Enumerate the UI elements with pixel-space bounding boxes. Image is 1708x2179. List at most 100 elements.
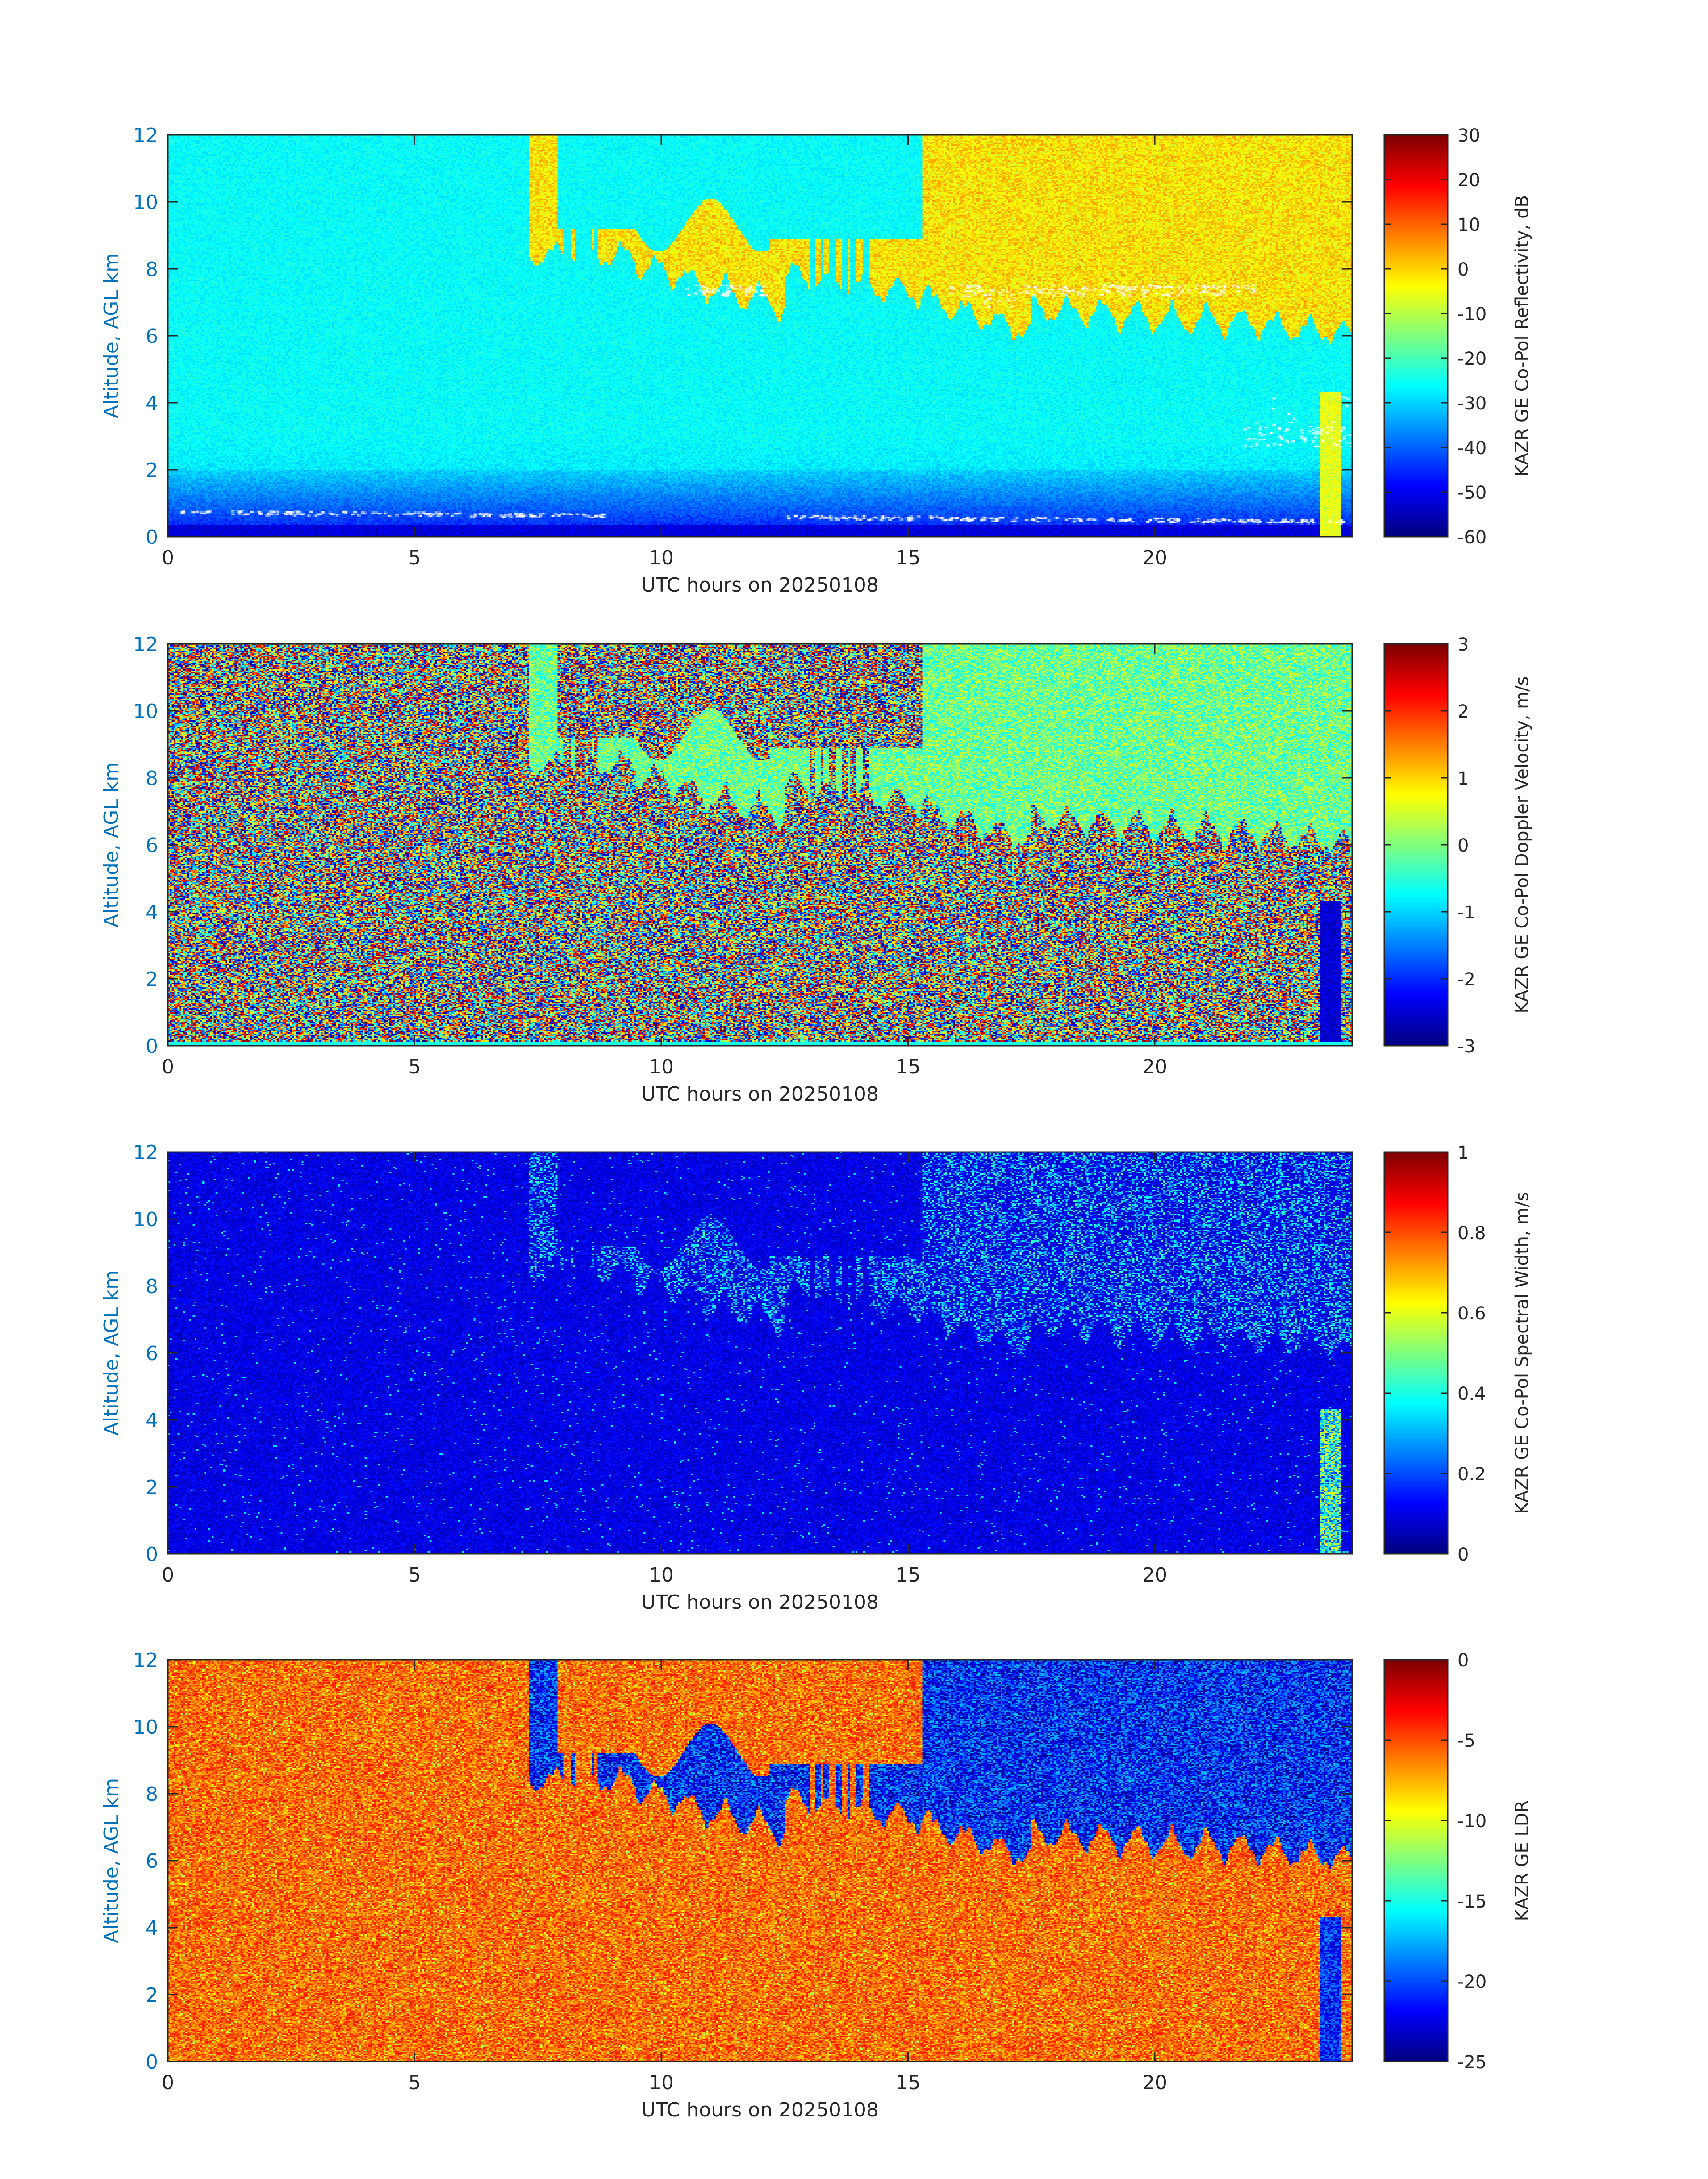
y-tick-label: 8 — [146, 1275, 158, 1298]
y-tick-label: 12 — [133, 1649, 158, 1672]
y-tick-label: 10 — [133, 700, 158, 723]
colorbar-frame — [1383, 1659, 1449, 2062]
panel-1-reflectivity: 0 5 10 15 20 0 2 4 6 8 10 12 UTC hours on 20250108 Al… — [100, 124, 1533, 597]
y-tick-label: 6 — [146, 325, 158, 348]
x-tick-label: 15 — [896, 1056, 921, 1078]
panel-4-ldr: 0 5 10 15 20 0 2 4 6 8 10 12 UTC hours on 20250108 Al… — [100, 1649, 1533, 2121]
colorbar-tick-label: 0 — [1457, 1545, 1469, 1565]
heatmap-image — [168, 1660, 1352, 2062]
y-tick-label: 2 — [146, 968, 158, 991]
y-tick-label: 4 — [146, 392, 158, 415]
heatmap-image — [168, 644, 1352, 1046]
colorbar-gradient — [1384, 135, 1448, 537]
colorbar-tick-label: 0.4 — [1457, 1384, 1486, 1404]
x-tick-label: 10 — [649, 1056, 674, 1078]
y-tick-label: 12 — [133, 1141, 158, 1164]
colorbar-tick-label: 0 — [1457, 835, 1469, 856]
colorbar-tick-label: 1 — [1457, 1143, 1469, 1163]
colorbar-tick-label: 20 — [1457, 170, 1480, 191]
y-tick-label: 12 — [133, 633, 158, 656]
y-axis-label: Altitude, AGL km — [100, 253, 123, 418]
colorbar-label: KAZR GE LDR — [1512, 1800, 1533, 1921]
colorbar-tick-label: 1 — [1457, 768, 1469, 789]
colorbar-tick-label: 0 — [1457, 259, 1469, 280]
y-tick-label: 2 — [146, 1984, 158, 2007]
colorbar: 30 20 10 0 -10 -20 -30 -40 -50 -60 KAZR GE Co-Pol … — [1383, 125, 1533, 548]
colorbar-tick-label: -30 — [1457, 393, 1487, 414]
y-tick-label: 8 — [146, 767, 158, 790]
x-tick-label: 20 — [1142, 1056, 1167, 1078]
x-tick-label: 5 — [409, 2071, 421, 2094]
colorbar-tick-label: -25 — [1457, 2052, 1487, 2073]
colorbar-tick-label: -2 — [1457, 969, 1475, 990]
x-tick-label: 5 — [409, 1056, 421, 1078]
colorbar: 0 -5 -10 -15 -20 -25 KAZR GE LDR — [1383, 1650, 1533, 2073]
y-axis-label: Altitude, AGL km — [100, 1778, 123, 1943]
colorbar-tick-label: -10 — [1457, 1811, 1487, 1832]
colorbar-tick-label: 3 — [1457, 634, 1469, 655]
x-tick-label: 0 — [162, 547, 174, 569]
y-tick-label: 0 — [146, 2051, 158, 2074]
y-tick-label: 8 — [146, 258, 158, 281]
colorbar-tick-label: -20 — [1457, 1972, 1487, 1992]
colorbar-tick-label: -3 — [1457, 1036, 1475, 1057]
y-tick-label: 4 — [146, 1409, 158, 1432]
colorbar: 3 2 1 0 -1 -2 -3 KAZR GE Co-Pol Doppler Velocit… — [1383, 634, 1533, 1057]
x-tick-label: 20 — [1142, 2071, 1167, 2094]
colorbar-frame — [1383, 134, 1449, 538]
x-tick-label: 15 — [896, 547, 921, 569]
colorbar-tick-label: 2 — [1457, 701, 1469, 722]
y-tick-label: 0 — [146, 1035, 158, 1058]
x-tick-label: 0 — [162, 1056, 174, 1078]
colorbar-frame — [1383, 1151, 1449, 1555]
y-tick-label: 0 — [146, 526, 158, 549]
x-tick-label: 10 — [649, 547, 674, 569]
colorbar-tick-label: 0.6 — [1457, 1303, 1486, 1324]
x-axis-label: UTC hours on 20250108 — [641, 1591, 879, 1614]
y-tick-label: 4 — [146, 1917, 158, 1940]
y-tick-label: 2 — [146, 1476, 158, 1499]
colorbar-tick-label: -50 — [1457, 483, 1487, 503]
colorbar-tick-label: 0.2 — [1457, 1464, 1486, 1485]
colorbar-tick-label: -15 — [1457, 1891, 1487, 1912]
colorbar-gradient — [1384, 644, 1448, 1046]
colorbar-gradient — [1384, 1660, 1448, 2062]
colorbar-tick-label: -40 — [1457, 438, 1487, 459]
y-tick-label: 8 — [146, 1783, 158, 1806]
colorbar-label: KAZR GE Co-Pol Spectral Width, m/s — [1512, 1192, 1533, 1514]
colorbar-tick-label: 0 — [1457, 1650, 1469, 1671]
y-axis-label: Altitude, AGL km — [100, 1270, 123, 1436]
heatmap-image — [168, 135, 1352, 537]
y-tick-label: 4 — [146, 901, 158, 924]
y-tick-label: 10 — [133, 191, 158, 214]
heatmap-image — [168, 1152, 1352, 1554]
colorbar-tick-label: -1 — [1457, 902, 1475, 923]
x-axis-label: UTC hours on 20250108 — [641, 2099, 879, 2121]
colorbar-tick-label: 30 — [1457, 125, 1480, 146]
x-tick-label: 20 — [1142, 1564, 1167, 1586]
y-tick-label: 12 — [133, 124, 158, 147]
x-tick-label: 20 — [1142, 547, 1167, 569]
colorbar-tick-label: -5 — [1457, 1731, 1475, 1751]
x-tick-label: 0 — [162, 1564, 174, 1586]
y-tick-label: 6 — [146, 834, 158, 857]
colorbar-tick-label: -10 — [1457, 304, 1487, 325]
colorbar-gradient — [1384, 1152, 1448, 1554]
colorbar-tick-label: -20 — [1457, 349, 1487, 369]
y-tick-label: 10 — [133, 1716, 158, 1739]
colorbar-tick-label: 0.8 — [1457, 1223, 1486, 1244]
colorbar-tick-label: -60 — [1457, 527, 1487, 548]
x-tick-label: 15 — [896, 2071, 921, 2094]
colorbar-label: KAZR GE Co-Pol Doppler Velocity, m/s — [1512, 676, 1533, 1014]
x-axis-label: UTC hours on 20250108 — [641, 574, 879, 597]
x-axis-label: UTC hours on 20250108 — [641, 1083, 879, 1106]
x-tick-label: 5 — [409, 547, 421, 569]
y-tick-label: 0 — [146, 1543, 158, 1566]
x-tick-label: 15 — [896, 1564, 921, 1586]
colorbar-tick-label: 10 — [1457, 215, 1480, 235]
x-tick-label: 5 — [409, 1564, 421, 1586]
